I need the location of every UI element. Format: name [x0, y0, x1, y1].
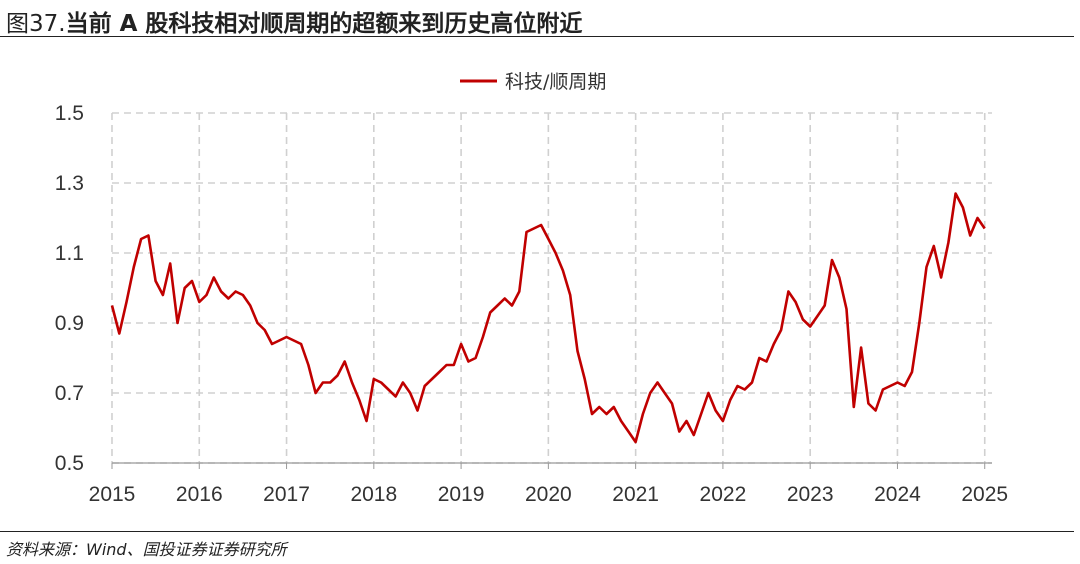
y-tick-label: 1.1 [55, 242, 84, 265]
x-tick-label: 2020 [525, 483, 572, 506]
y-tick-label: 1.3 [55, 172, 84, 195]
source-note: 资料来源：Wind、国投证券证券研究所 [6, 540, 287, 559]
y-tick-label: 1.5 [55, 102, 84, 125]
x-tick-label: 2022 [700, 483, 747, 506]
top-rule [0, 36, 1074, 37]
gridlines [111, 112, 992, 464]
y-tick-label: 0.9 [55, 312, 84, 335]
legend: 科技/顺周期 [460, 71, 606, 93]
x-tick-label: 2018 [350, 483, 397, 506]
x-tick-label: 2025 [961, 483, 1008, 506]
y-tick-label: 0.7 [55, 382, 84, 405]
series-layer [110, 192, 986, 444]
x-axis-ticks: 2015 2016 2017 2018 2019 2020 2021 2022 2023 2024… [89, 462, 1008, 506]
x-tick-label: 2021 [612, 483, 659, 506]
x-tick-label: 2023 [787, 483, 834, 506]
figure-title: 图37.当前 A 股科技相对顺周期的超额来到历史高位附近 [6, 4, 582, 38]
x-tick-label: 2019 [438, 483, 485, 506]
legend-label: 科技/顺周期 [505, 71, 606, 93]
x-tick-label: 2017 [263, 483, 310, 506]
figure-title-text: 当前 A 股科技相对顺周期的超额来到历史高位附近 [65, 11, 583, 37]
y-tick-label: 0.5 [55, 452, 84, 475]
figure-number: 图37. [6, 11, 66, 37]
x-tick-label: 2015 [89, 483, 136, 506]
series-line [110, 192, 986, 444]
bottom-rule [0, 531, 1074, 532]
x-tick-label: 2016 [176, 483, 223, 506]
x-tick-label: 2024 [874, 483, 921, 506]
y-axis-ticks: 1.5 1.3 1.1 0.9 0.7 0.5 [55, 102, 84, 475]
